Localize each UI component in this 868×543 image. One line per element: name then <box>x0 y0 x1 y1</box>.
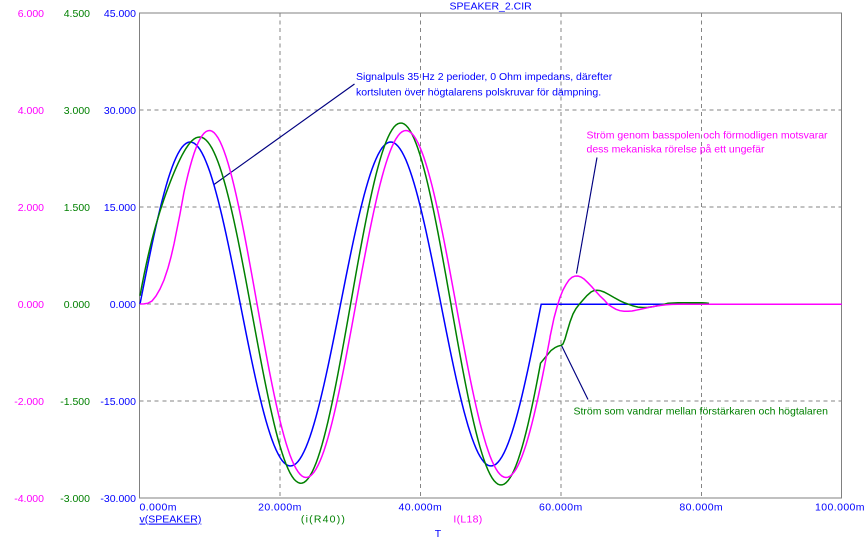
svg-text:-15.000: -15.000 <box>100 396 136 408</box>
svg-text:60.000m: 60.000m <box>539 502 583 514</box>
svg-text:40.000m: 40.000m <box>399 502 443 514</box>
svg-text:20.000m: 20.000m <box>258 502 302 514</box>
svg-text:1.500: 1.500 <box>64 202 90 214</box>
svg-text:2.000: 2.000 <box>18 202 44 214</box>
svg-text:6.000: 6.000 <box>18 8 44 20</box>
svg-text:-3.000: -3.000 <box>60 493 90 505</box>
svg-text:0.000: 0.000 <box>110 299 136 311</box>
svg-text:-2.000: -2.000 <box>14 396 44 408</box>
svg-text:-4.000: -4.000 <box>14 493 44 505</box>
svg-text:I(L18): I(L18) <box>453 514 482 526</box>
svg-text:4.000: 4.000 <box>18 105 44 117</box>
svg-text:30.000: 30.000 <box>104 105 136 117</box>
svg-text:0.000: 0.000 <box>18 299 44 311</box>
svg-text:0.000: 0.000 <box>64 299 90 311</box>
svg-text:Ström genom basspolen och förm: Ström genom basspolen och förmodligen mo… <box>587 130 829 142</box>
svg-text:v(SPEAKER): v(SPEAKER) <box>140 514 202 526</box>
svg-text:3.000: 3.000 <box>64 105 90 117</box>
svg-text:-30.000: -30.000 <box>100 493 136 505</box>
svg-text:dess mekaniska rörelse på ett: dess mekaniska rörelse på ett ungefär <box>587 144 766 156</box>
svg-text:Signalpuls 35 Hz 2 perioder, 0: Signalpuls 35 Hz 2 perioder, 0 Ohm imped… <box>356 71 613 83</box>
svg-text:kortsluten över högtalarens po: kortsluten över högtalarens polskruvar f… <box>356 87 601 99</box>
svg-text:Ström som vandrar mellan först: Ström som vandrar mellan förstärkaren oc… <box>574 406 829 418</box>
svg-text:0.000m: 0.000m <box>140 502 177 514</box>
svg-text:80.000m: 80.000m <box>679 502 723 514</box>
svg-text:45.000: 45.000 <box>104 8 136 20</box>
svg-text:SPEAKER_2.CIR: SPEAKER_2.CIR <box>449 1 532 13</box>
svg-text:T: T <box>435 528 442 538</box>
svg-text:15.000: 15.000 <box>104 202 136 214</box>
svg-text:(i(R40)): (i(R40)) <box>301 514 346 526</box>
svg-text:-1.500: -1.500 <box>60 396 90 408</box>
svg-text:100.000m: 100.000m <box>815 502 865 514</box>
svg-text:4.500: 4.500 <box>64 8 90 20</box>
